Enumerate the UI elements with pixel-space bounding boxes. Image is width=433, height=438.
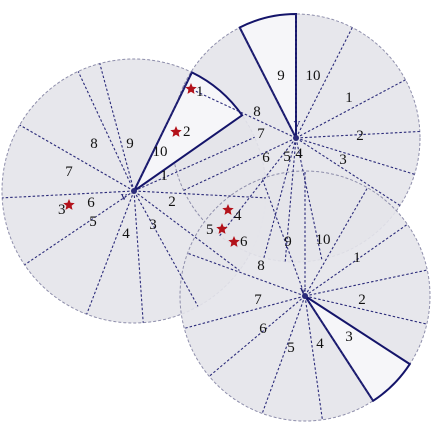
target-star-5: [216, 223, 228, 234]
target-label-2: 2: [183, 124, 191, 140]
sector-label-left-5: 5: [89, 214, 97, 230]
sector-label-left-6: 6: [87, 195, 95, 211]
sector-label-bottom-2: 2: [358, 292, 366, 308]
target-star-1: [185, 83, 197, 94]
sector-label-bottom-9: 9: [284, 234, 292, 250]
target-label-5: 5: [206, 222, 214, 238]
sector-label-top-right-8: 8: [253, 104, 261, 120]
sector-label-left-4: 4: [122, 226, 130, 242]
target-stars: 123 456: [58, 83, 248, 250]
sector-boundary-left-10: [19, 124, 135, 192]
sector-boundary-bottom-0: [261, 178, 306, 297]
target-label-6: 6: [240, 234, 248, 250]
sector-boundary-left-4: [133, 190, 240, 271]
sensor-center-label-top-right: v: [294, 115, 301, 130]
sector-label-top-right-2: 2: [356, 128, 364, 144]
sector-label-left-7: 7: [65, 164, 73, 180]
highlight-bottom-sector-3: [304, 295, 412, 403]
sector-boundary-left-0: [99, 63, 135, 192]
sector-boundary-left-6: [133, 190, 144, 323]
target-star-3: [63, 199, 75, 210]
target-label-3: 3: [58, 202, 66, 218]
sector-label-top-right-5: 5: [283, 149, 291, 165]
sector-label-left-2: 2: [168, 194, 176, 210]
sector-label-left-8: 8: [90, 136, 98, 152]
sector-label-bottom-4: 4: [316, 336, 324, 352]
sector-label-top-right-10: 10: [306, 68, 321, 84]
sector-boundary-left-9: [2, 190, 135, 199]
sector-boundaries: [2, 14, 428, 420]
sector-boundary-left-2: [133, 136, 255, 192]
sector-label-top-right-3: 3: [339, 152, 347, 168]
sector-boundary-left-11: [77, 71, 135, 192]
sector-label-left-10: 10: [153, 144, 168, 160]
sector-label-left-3: 3: [149, 217, 157, 233]
sector-label-bottom-1: 1: [353, 250, 361, 266]
sensor-center-label-bottom: v: [300, 282, 307, 297]
sector-label-top-right-7: 7: [257, 126, 265, 142]
sector-boundary-left-1: [133, 72, 193, 192]
sector-label-bottom-6: 6: [259, 321, 267, 337]
sector-boundary-bottom-10: [184, 295, 306, 329]
sector-boundary-bottom-6: [304, 295, 374, 402]
sensor-center-left: [131, 188, 137, 194]
sector-boundary-bottom-4: [304, 269, 428, 297]
sector-boundary-bottom-5: [304, 295, 427, 325]
sensor-center-top-right: [293, 135, 299, 141]
sector-boundary-left-3: [133, 190, 266, 199]
sector-boundary-left-8: [24, 190, 135, 266]
sector-label-bottom-3: 3: [345, 329, 353, 345]
target-star-2: [170, 126, 182, 137]
sector-boundary-left-5: [133, 190, 199, 307]
target-star-6: [228, 236, 240, 247]
sector-boundary-bottom-8: [261, 295, 306, 414]
sector-boundary-left-7: [86, 190, 135, 315]
sector-boundary-bottom-7: [304, 295, 323, 420]
sector-boundary-bottom-3: [304, 223, 408, 297]
sector-boundary-bottom-2: [304, 187, 368, 297]
highlighted-sectors: [131, 12, 412, 403]
sector-label-bottom-10: 10: [316, 232, 331, 248]
target-label-1: 1: [196, 84, 204, 100]
sector-label-left-1: 1: [160, 168, 168, 184]
target-label-4: 4: [234, 208, 242, 224]
sector-label-top-right-9: 9: [277, 68, 285, 84]
sector-label-top-right-6: 6: [262, 150, 270, 166]
sector-boundary-bottom-9: [208, 295, 306, 377]
sector-label-left-9: 9: [126, 136, 134, 152]
sector-boundary-bottom-11: [187, 252, 306, 297]
sector-label-bottom-8: 8: [257, 258, 265, 274]
target-star-4: [222, 204, 234, 215]
sector-label-top-right-1: 1: [345, 90, 353, 106]
sensor-center-bottom: [302, 293, 308, 299]
sensor-center-label-left: v: [121, 188, 128, 203]
highlight-top-right-sector-9: [238, 12, 297, 139]
sector-label-bottom-5: 5: [287, 340, 295, 356]
sector-label-bottom-7: 7: [254, 292, 262, 308]
sector-label-top-right-4: 4: [295, 146, 303, 162]
